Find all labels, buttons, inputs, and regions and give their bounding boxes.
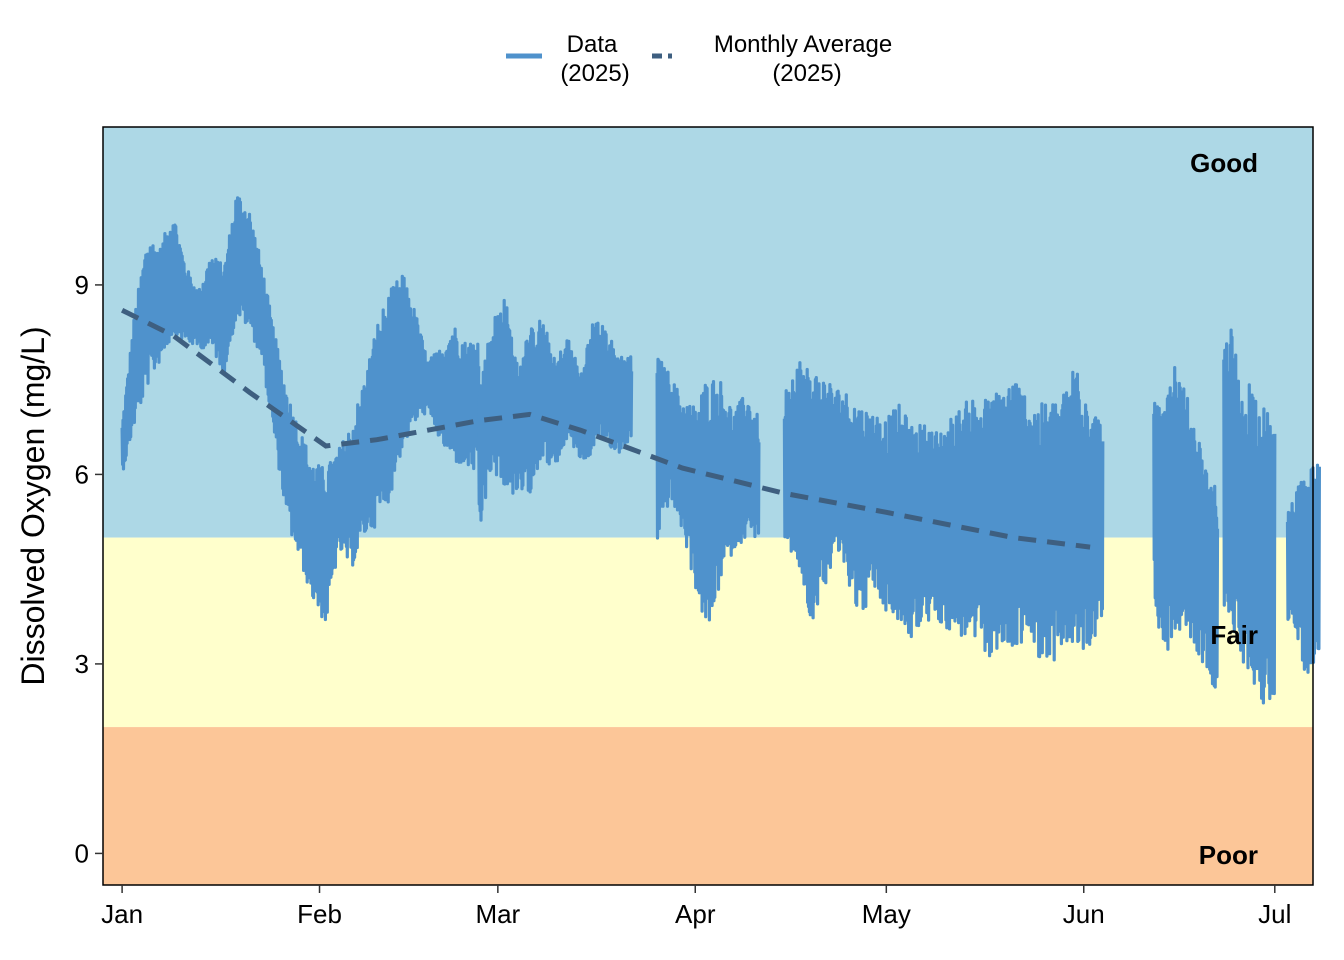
data-segment-1 xyxy=(477,298,634,522)
zone-label-good: Good xyxy=(1190,148,1258,178)
y-axis: 0 3 6 9 xyxy=(75,270,103,868)
monthly-average-line xyxy=(120,307,1091,550)
legend-label-monthly-average-line1: Monthly Average xyxy=(714,31,892,58)
x-axis: Jan Feb Mar Apr May Jun Jul xyxy=(101,885,1291,929)
zone-label-poor: Poor xyxy=(1199,840,1258,870)
zone-poor xyxy=(103,727,1313,885)
data-segment-5 xyxy=(1222,328,1277,705)
zone-labels: Good Fair Poor xyxy=(1190,148,1258,870)
data-series xyxy=(120,196,1321,705)
x-tick-label: Jul xyxy=(1258,899,1291,929)
y-tick-label: 9 xyxy=(75,270,89,300)
x-tick-label: Apr xyxy=(675,899,716,929)
legend: Data (2025) Monthly Average (2025) xyxy=(506,31,892,87)
x-tick-label: May xyxy=(862,899,911,929)
data-segment-3 xyxy=(782,361,1105,662)
y-tick-label: 6 xyxy=(75,459,89,489)
data-segment-2 xyxy=(655,357,761,622)
data-segment-6 xyxy=(1285,463,1321,674)
plot-frame xyxy=(102,126,1314,886)
x-tick-label: Mar xyxy=(475,899,520,929)
x-tick-label: Jun xyxy=(1063,899,1105,929)
y-tick-label: 0 xyxy=(75,838,89,868)
monthly-average-series xyxy=(120,307,1091,550)
legend-label-monthly-average-line2: (2025) xyxy=(772,60,841,87)
y-tick-label: 3 xyxy=(75,649,89,679)
zone-label-fair: Fair xyxy=(1210,620,1258,650)
y-axis-title: Dissolved Oxygen (mg/L) xyxy=(15,326,51,685)
legend-label-data-line2: (2025) xyxy=(560,60,629,87)
x-tick-label: Jan xyxy=(101,899,143,929)
data-segment-4 xyxy=(1152,366,1220,689)
x-tick-label: Feb xyxy=(297,899,342,929)
data-segment-0 xyxy=(120,196,481,622)
legend-label-data-line1: Data xyxy=(567,31,618,58)
